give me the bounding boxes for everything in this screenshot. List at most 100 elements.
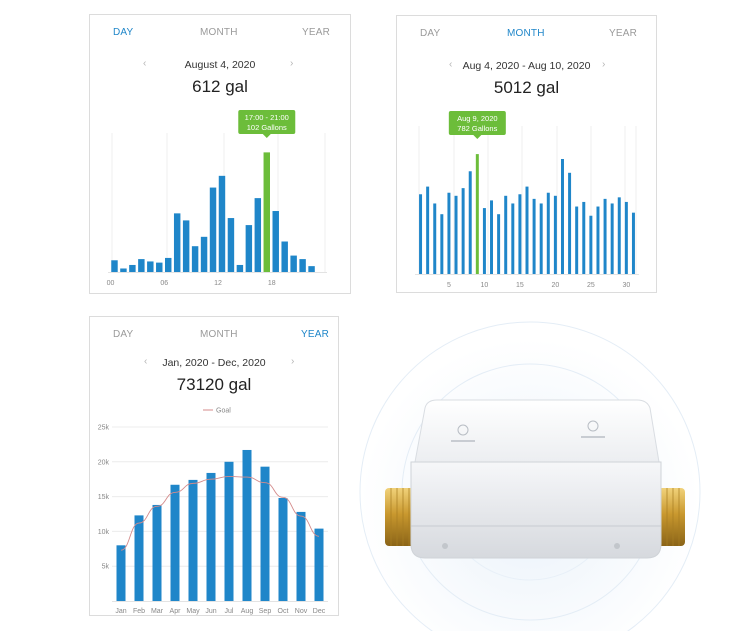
bar-14 (236, 264, 244, 272)
x-tick-label: Dec (313, 608, 326, 615)
month-usage-panel: DAY MONTH YEAR ‹ Aug 4, 2020 - Aug 10, 2… (396, 15, 657, 293)
x-tick-label: 00 (107, 280, 115, 287)
bar-Apr (170, 484, 180, 601)
bar-8 (468, 171, 472, 274)
tab-day[interactable]: DAY (113, 329, 134, 340)
bar-Dec (314, 528, 324, 601)
tab-month[interactable]: MONTH (200, 27, 238, 38)
bar-Jun (206, 472, 216, 601)
bar-12 (497, 214, 501, 274)
bar-18 (272, 211, 279, 272)
x-tick-label: 12 (214, 280, 222, 287)
bar-22 (568, 172, 572, 274)
bar-30 (624, 201, 628, 274)
x-tick-label: Jan (115, 608, 126, 615)
x-tick-label: 15 (516, 282, 524, 289)
x-tick-label: Apr (170, 608, 182, 615)
bar-24 (582, 201, 586, 274)
bar-5 (447, 192, 451, 274)
x-tick-label: Jun (205, 608, 216, 615)
total-usage: 5012 gal (493, 78, 560, 97)
prev-arrow-icon[interactable]: ‹ (143, 58, 147, 69)
tab-year[interactable]: YEAR (301, 329, 330, 340)
bar-22 (308, 266, 315, 272)
next-arrow-icon[interactable]: › (602, 59, 606, 70)
bar-3 (138, 259, 145, 272)
y-tick-label: 10k (98, 529, 110, 536)
bar-4 (147, 261, 154, 272)
bar-7 (173, 213, 181, 272)
prev-arrow-icon[interactable]: ‹ (144, 356, 148, 367)
tab-month[interactable]: MONTH (200, 329, 238, 340)
wifi-label-mark (451, 440, 475, 442)
tab-year[interactable]: YEAR (609, 28, 638, 39)
bar-28 (610, 203, 614, 274)
period-tabs: DAY MONTH YEAR (397, 28, 656, 44)
tooltip-line-1: 17:00 - 21:00 (245, 113, 289, 122)
bar-29 (617, 197, 621, 274)
reset-button-icon (587, 420, 599, 432)
total-usage: 612 gal (192, 77, 248, 96)
bar-9 (191, 246, 199, 272)
wifi-indicator-icon (457, 424, 469, 436)
bar-1 (419, 194, 423, 274)
prev-arrow-icon[interactable]: ‹ (449, 59, 453, 70)
bar-23 (575, 206, 579, 274)
x-tick-label: 25 (587, 282, 595, 289)
tab-year[interactable]: YEAR (302, 27, 331, 38)
x-tick-label: Jul (225, 608, 234, 615)
bar-19 (281, 241, 288, 272)
x-tick-label: 18 (268, 280, 276, 287)
bar-12 (218, 175, 226, 272)
x-tick-label: May (186, 608, 200, 615)
bar-Sep (260, 466, 270, 601)
day-usage-panel: DAY MONTH YEAR ‹ August 4, 2020 › 612 ga… (89, 14, 351, 294)
bar-Oct (278, 497, 288, 601)
y-tick-label: 25k (98, 425, 110, 432)
period-tabs: DAY MONTH YEAR (90, 27, 350, 43)
tooltip-pointer (262, 134, 271, 138)
bar-17 (263, 152, 270, 272)
bar-Aug (242, 449, 252, 601)
bar-17 (532, 198, 536, 274)
bar-Nov (296, 511, 306, 601)
date-range-label: Jan, 2020 - Dec, 2020 (162, 357, 266, 369)
bar-5 (156, 262, 163, 272)
halo-ring-outer (359, 321, 701, 631)
bar-11 (490, 200, 494, 274)
bar-31 (631, 212, 635, 274)
goal-line (120, 475, 320, 551)
reset-label-mark (581, 436, 605, 438)
bar-2 (129, 264, 136, 272)
bar-15 (518, 194, 522, 274)
bar-8 (182, 220, 190, 272)
next-arrow-icon[interactable]: › (291, 356, 295, 367)
tab-month[interactable]: MONTH (507, 28, 545, 39)
screw-left-icon (442, 543, 448, 549)
tab-day[interactable]: DAY (113, 27, 134, 38)
date-range-label: Aug 4, 2020 - Aug 10, 2020 (462, 60, 591, 72)
bar-15 (245, 225, 253, 272)
tab-day[interactable]: DAY (420, 28, 441, 39)
bar-16 (525, 186, 529, 274)
x-tick-label: 5 (447, 282, 451, 289)
bar-16 (254, 198, 262, 272)
bar-20 (553, 195, 557, 274)
bar-11 (209, 187, 217, 272)
tooltip-pointer (473, 135, 482, 139)
x-tick-label: Oct (278, 608, 289, 615)
device-top-lid (414, 399, 660, 463)
date-range-label: August 4, 2020 (184, 59, 256, 71)
monthly-usage-chart: 5k 10k 15k 20k 25k Jan Feb Mar Apr May Jun Jul Aug Se… (98, 408, 328, 615)
bar-0 (111, 260, 118, 272)
y-tick-label: 20k (98, 459, 110, 466)
x-tick-label: Sep (259, 608, 272, 615)
bar-13 (227, 218, 235, 272)
y-tick-label: 5k (102, 564, 110, 571)
bar-Mar (152, 504, 162, 601)
bar-19 (546, 192, 550, 274)
tooltip-line-2: 782 Gallons (457, 124, 497, 133)
next-arrow-icon[interactable]: › (290, 58, 294, 69)
